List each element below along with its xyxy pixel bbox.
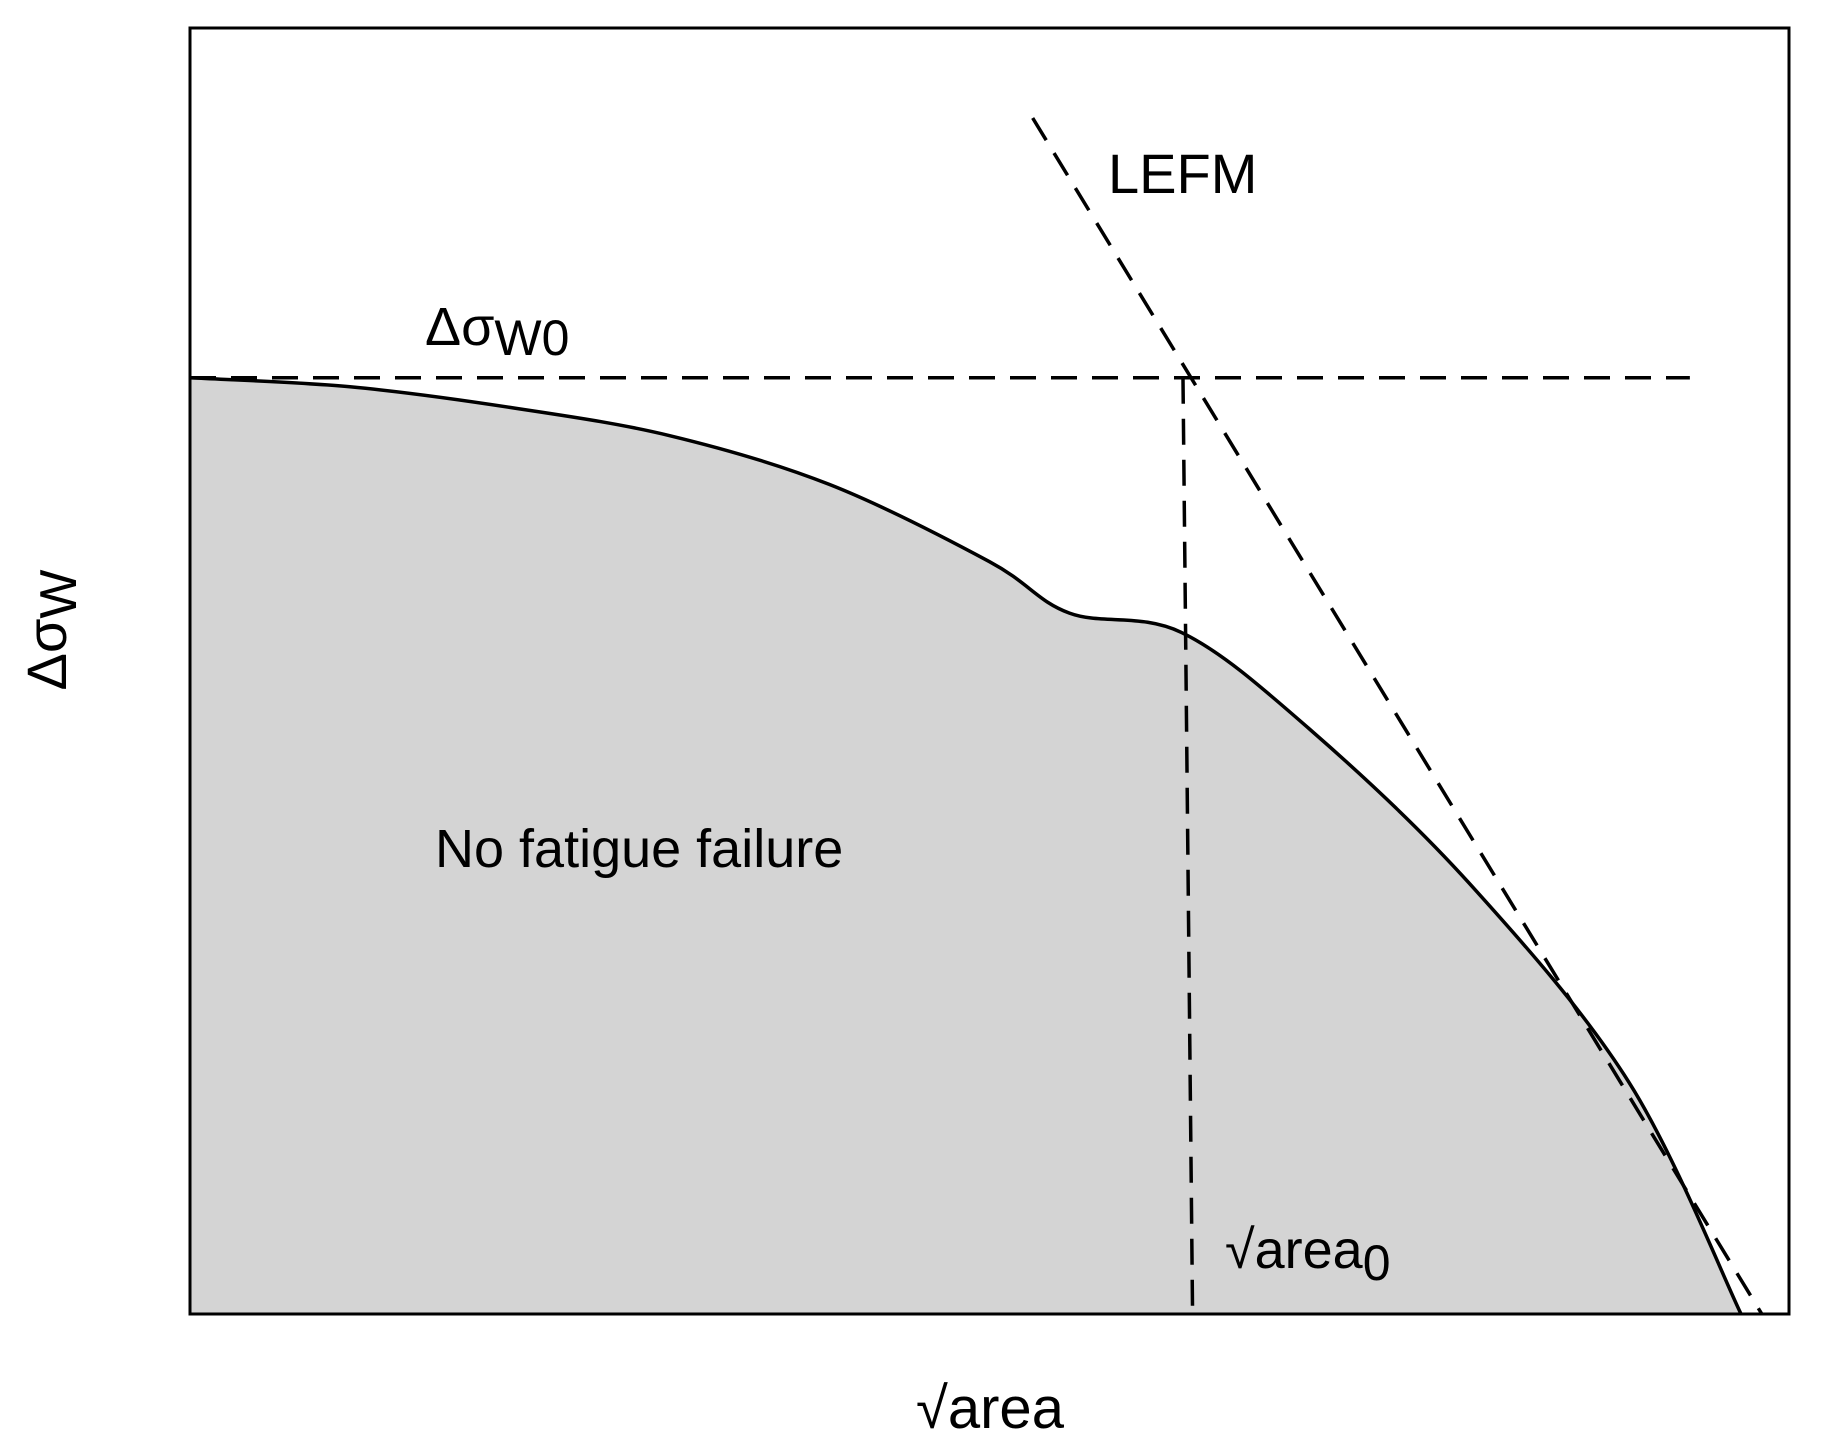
y-axis-label: ΔσW — [15, 569, 88, 690]
fatigue-limit-curve — [189, 376, 1743, 1315]
annotation-sigma-w0: ΔσW0 — [425, 297, 569, 366]
annotation-area0-main: √area — [1225, 1220, 1364, 1280]
plot-frame — [188, 26, 1791, 1316]
no-failure-region — [190, 377, 1742, 1314]
series-lefm-line — [1031, 117, 1764, 1315]
annotation-area0-sub: 0 — [1363, 1235, 1391, 1291]
annotation-area0: √area0 — [1225, 1220, 1391, 1291]
annotation-sigma-w0-main: Δσ — [425, 297, 494, 357]
plot-area — [188, 26, 1791, 1316]
annotation-lefm: LEFM — [1108, 142, 1257, 205]
x-axis-label: √area — [916, 1376, 1065, 1440]
region-label: No fatigue failure — [435, 819, 843, 879]
dashed-line-3 — [1181, 377, 1195, 1315]
y-axis-label-main: Δσ — [15, 619, 78, 691]
annotation-sigma-w0-sub: W0 — [494, 310, 569, 366]
y-axis-label-sub: W — [30, 569, 88, 618]
